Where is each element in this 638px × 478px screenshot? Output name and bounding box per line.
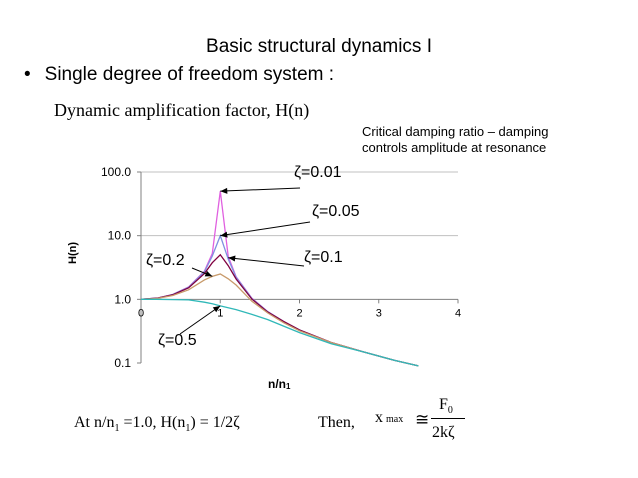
series-line-zeta-05 bbox=[141, 298, 419, 367]
bullet-point: • Single degree of freedom system : bbox=[24, 64, 334, 86]
subtitle: Dynamic amplification factor, H(n) bbox=[54, 100, 310, 120]
x-tick-label: 3 bbox=[376, 307, 382, 319]
x-tick-label: 1 bbox=[217, 307, 223, 319]
y-tick-label: 0.1 bbox=[114, 356, 131, 370]
annotation-arrow bbox=[220, 187, 301, 192]
approx-symbol: ≅ bbox=[415, 410, 430, 429]
annotation-zeta-005: ζ=0.05 bbox=[312, 203, 360, 220]
fraction-numerator: F0 bbox=[439, 396, 453, 417]
bullet-text: Single degree of freedom system : bbox=[44, 64, 335, 85]
annotation-zeta-05: ζ=0.5 bbox=[158, 332, 197, 349]
then-label: Then, bbox=[318, 414, 355, 431]
fraction-bar bbox=[431, 418, 465, 419]
arrowhead-icon bbox=[212, 305, 221, 313]
y-tick-label: 1.0 bbox=[114, 292, 131, 306]
slide-title: Basic structural dynamics I bbox=[206, 36, 432, 57]
damping-note: Critical damping ratio – damping control… bbox=[362, 124, 549, 155]
resonance-equation: At n/n1 =1.0, H(n1) = 1/2ζ bbox=[74, 414, 240, 435]
annotation-arrow bbox=[179, 305, 221, 335]
bullet-dot-icon: • bbox=[24, 64, 31, 85]
arrowhead-icon bbox=[228, 255, 236, 262]
y-tick-label: 10.0 bbox=[108, 229, 132, 243]
x-axis-label: n/n1 bbox=[268, 377, 291, 391]
arrowhead-icon bbox=[204, 270, 213, 277]
x-tick-label: 2 bbox=[296, 307, 302, 319]
arrowhead-icon bbox=[220, 231, 228, 238]
annotation-zeta-001: ζ=0.01 bbox=[294, 164, 342, 181]
y-axis-label: H(n) bbox=[67, 242, 79, 264]
annotation-arrow bbox=[220, 221, 311, 237]
x-max-symbol: x max bbox=[375, 409, 404, 426]
series-line-zeta-02 bbox=[140, 273, 419, 367]
fraction-denominator: 2kζ bbox=[432, 424, 455, 441]
x-tick-label: 0 bbox=[138, 307, 144, 319]
x-tick-label: 4 bbox=[455, 307, 461, 319]
y-tick-label: 100.0 bbox=[101, 165, 131, 179]
annotation-arrow bbox=[228, 257, 305, 267]
annotation-zeta-02: ζ=0.2 bbox=[146, 252, 185, 269]
arrowhead-icon bbox=[220, 187, 228, 194]
annotation-zeta-01: ζ=0.1 bbox=[304, 249, 343, 266]
